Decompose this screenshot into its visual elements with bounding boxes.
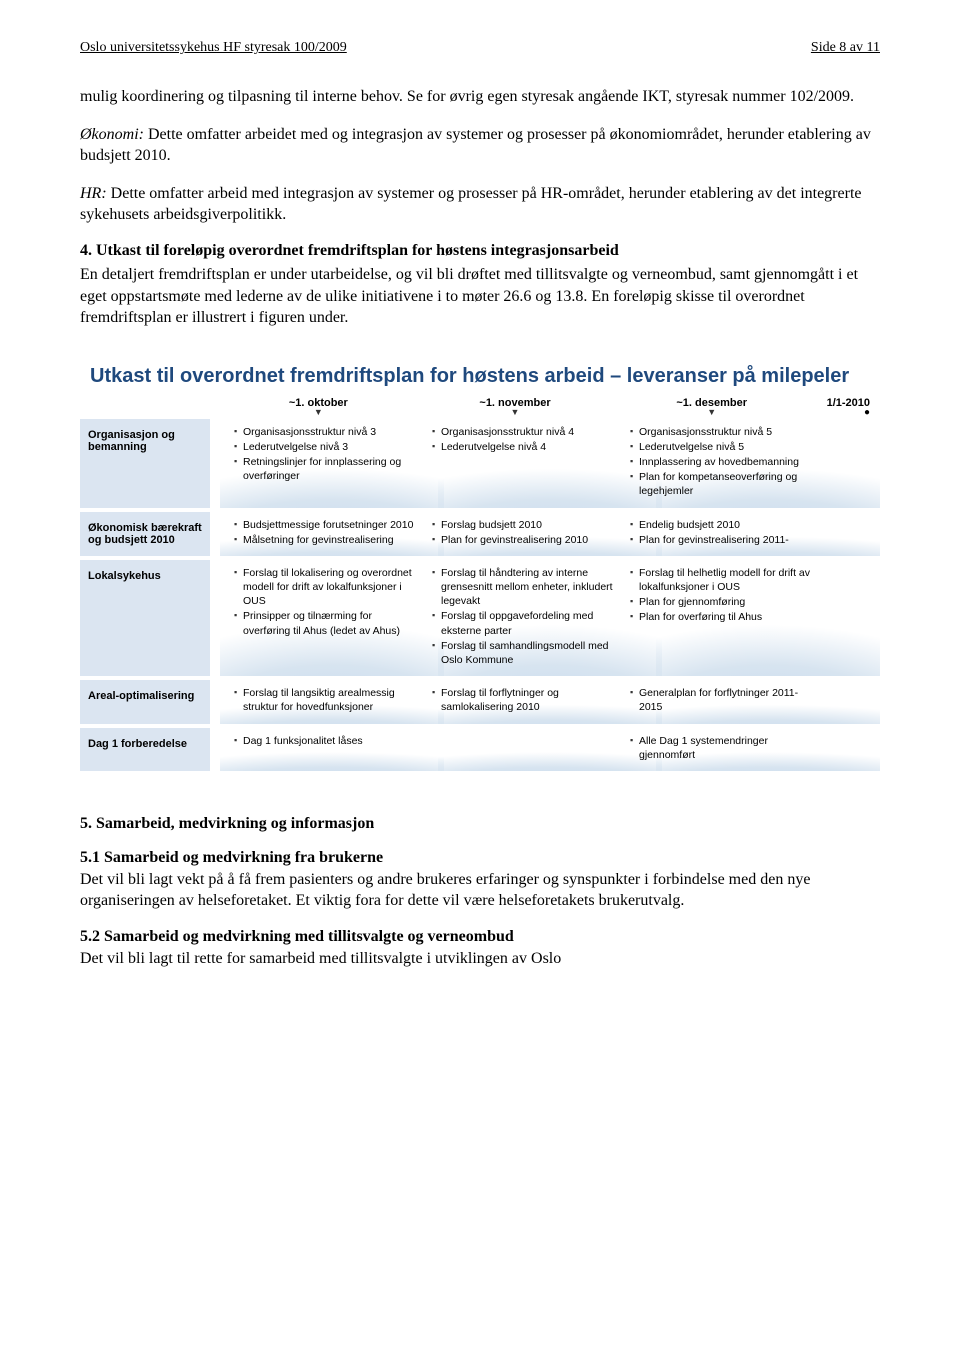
row-label: Dag 1 forberedelse xyxy=(80,728,210,771)
cell-column: Budsjettmessige forutsetninger 2010Målse… xyxy=(226,518,424,548)
chart-row: Økonomisk bærekraft og budsjett 2010 Buds… xyxy=(80,512,880,556)
list-item: Plan for gevinstrealisering 2010 xyxy=(432,533,614,547)
paragraph-5-1: Det vil bli lagt vekt på å få frem pasie… xyxy=(80,869,880,912)
timeline-end: 1/1-2010 xyxy=(810,397,870,409)
cell-column: Forslag til håndtering av interne grense… xyxy=(424,566,622,668)
list-item: Plan for overføring til Ahus xyxy=(630,610,812,624)
list-item: Plan for gjennomføring xyxy=(630,595,812,609)
list-item: Organisasjonsstruktur nivå 4 xyxy=(432,425,614,439)
cell-column: Dag 1 funksjonalitet låses xyxy=(226,734,424,763)
list-item: Forslag til håndtering av interne grense… xyxy=(432,566,614,609)
header-right: Side 8 av 11 xyxy=(811,40,880,56)
list-item: Forslag til samhandlingsmodell med Oslo … xyxy=(432,639,614,667)
cell-column: Forslag budsjett 2010Plan for gevinstrea… xyxy=(424,518,622,548)
cell-column: Organisasjonsstruktur nivå 4Lederutvelge… xyxy=(424,425,622,500)
chart-row: Organisasjon og bemanningOrganisasjonsst… xyxy=(80,419,880,508)
chart-rows: Organisasjon og bemanningOrganisasjonsst… xyxy=(80,419,880,771)
list-item: Endelig budsjett 2010 xyxy=(630,518,812,532)
row-label: Areal-optimalisering xyxy=(80,680,210,723)
marker-icon xyxy=(613,409,810,419)
heading-5-1: 5.1 Samarbeid og medvirkning fra brukern… xyxy=(80,849,880,867)
row-cells: Organisasjonsstruktur nivå 3Lederutvelge… xyxy=(220,419,880,508)
list-item: Plan for gevinstrealisering 2011- xyxy=(630,533,812,547)
cell-column: Organisasjonsstruktur nivå 5Lederutvelge… xyxy=(622,425,820,500)
cell-column: Endelig budsjett 2010Plan for gevinstrea… xyxy=(622,518,820,548)
row-label: Lokalsykehus xyxy=(80,560,210,676)
row-cells: Dag 1 funksjonalitet låses Alle Dag 1 sys… xyxy=(220,728,880,771)
list-item: Budsjettmessige forutsetninger 2010 xyxy=(234,518,416,532)
row-label: Økonomisk bærekraft og budsjett 2010 xyxy=(80,512,210,556)
list-item: Retningslinjer for innplassering og over… xyxy=(234,455,416,483)
cell-column xyxy=(424,734,622,763)
header-left: Oslo universitetssykehus HF styresak 100… xyxy=(80,40,347,56)
cell-column: Forslag til lokalisering og overordnet m… xyxy=(226,566,424,668)
chart-row: Dag 1 forberedelseDag 1 funksjonalitet l… xyxy=(80,728,880,771)
list-item: Innplassering av hovedbemanning xyxy=(630,455,812,469)
paragraph-2-lead: Økonomi: xyxy=(80,126,144,143)
paragraph-2: Økonomi: Dette omfatter arbeidet med og … xyxy=(80,124,880,167)
paragraph-4: En detaljert fremdriftsplan er under uta… xyxy=(80,264,880,329)
plan-chart: Utkast til overordnet fremdriftsplan for… xyxy=(60,354,900,785)
heading-5: 5. Samarbeid, medvirkning og informasjon xyxy=(80,815,880,833)
list-item: Alle Dag 1 systemendringer gjennomført xyxy=(630,734,812,762)
paragraph-3: HR: Dette omfatter arbeid med integrasjo… xyxy=(80,183,880,226)
chart-title: Utkast til overordnet fremdriftsplan for… xyxy=(80,364,880,389)
paragraph-5-2: Det vil bli lagt til rette for samarbeid… xyxy=(80,948,880,970)
list-item: Lederutvelgelse nivå 5 xyxy=(630,440,812,454)
marker-icon xyxy=(417,409,614,419)
cell-column: Generalplan for forflytninger 2011-2015 xyxy=(622,686,820,715)
list-item: Forslag til forflytninger og samlokalise… xyxy=(432,686,614,714)
list-item: Målsetning for gevinstrealisering xyxy=(234,533,416,547)
paragraph-1: mulig koordinering og tilpasning til int… xyxy=(80,86,880,108)
row-cells: Forslag til lokalisering og overordnet m… xyxy=(220,560,880,676)
list-item: Lederutvelgelse nivå 4 xyxy=(432,440,614,454)
chart-row: Lokalsykehus Forslag til lokalisering og … xyxy=(80,560,880,676)
row-cells: Forslag til langsiktig arealmessig struk… xyxy=(220,680,880,723)
row-label: Organisasjon og bemanning xyxy=(80,419,210,508)
list-item: Forslag til helhetlig modell for drift a… xyxy=(630,566,812,594)
list-item: Organisasjonsstruktur nivå 5 xyxy=(630,425,812,439)
cell-column: Forslag til langsiktig arealmessig struk… xyxy=(226,686,424,715)
list-item: Forslag til oppgavefordeling med ekstern… xyxy=(432,609,614,637)
cell-column: Alle Dag 1 systemendringer gjennomført xyxy=(622,734,820,763)
list-item: Dag 1 funksjonalitet låses xyxy=(234,734,416,748)
list-item: Prinsipper og tilnærming for overføring … xyxy=(234,609,416,637)
timeline-markers xyxy=(220,409,870,419)
list-item: Organisasjonsstruktur nivå 3 xyxy=(234,425,416,439)
row-cells: Budsjettmessige forutsetninger 2010Målse… xyxy=(220,512,880,556)
list-item: Forslag til lokalisering og overordnet m… xyxy=(234,566,416,609)
cell-column: Forslag til forflytninger og samlokalise… xyxy=(424,686,622,715)
list-item: Forslag budsjett 2010 xyxy=(432,518,614,532)
cell-column: Forslag til helhetlig modell for drift a… xyxy=(622,566,820,668)
heading-4: 4. Utkast til foreløpig overordnet fremd… xyxy=(80,242,880,260)
list-item: Lederutvelgelse nivå 3 xyxy=(234,440,416,454)
list-item: Forslag til langsiktig arealmessig struk… xyxy=(234,686,416,714)
paragraph-3-rest: Dette omfatter arbeid med integrasjon av… xyxy=(80,185,861,224)
page-header: Oslo universitetssykehus HF styresak 100… xyxy=(80,40,880,56)
list-item: Plan for kompetanseoverføring og legehje… xyxy=(630,470,812,498)
paragraph-3-lead: HR: xyxy=(80,185,107,202)
chart-row: Areal-optimalisering Forslag til langsikt… xyxy=(80,680,880,723)
page: Oslo universitetssykehus HF styresak 100… xyxy=(0,0,960,1026)
heading-5-2: 5.2 Samarbeid og medvirkning med tillits… xyxy=(80,928,880,946)
cell-column: Organisasjonsstruktur nivå 3Lederutvelge… xyxy=(226,425,424,500)
list-item: Generalplan for forflytninger 2011-2015 xyxy=(630,686,812,714)
marker-icon xyxy=(220,409,417,419)
paragraph-2-rest: Dette omfatter arbeidet med og integrasj… xyxy=(80,126,871,165)
marker-end-icon xyxy=(810,409,870,419)
